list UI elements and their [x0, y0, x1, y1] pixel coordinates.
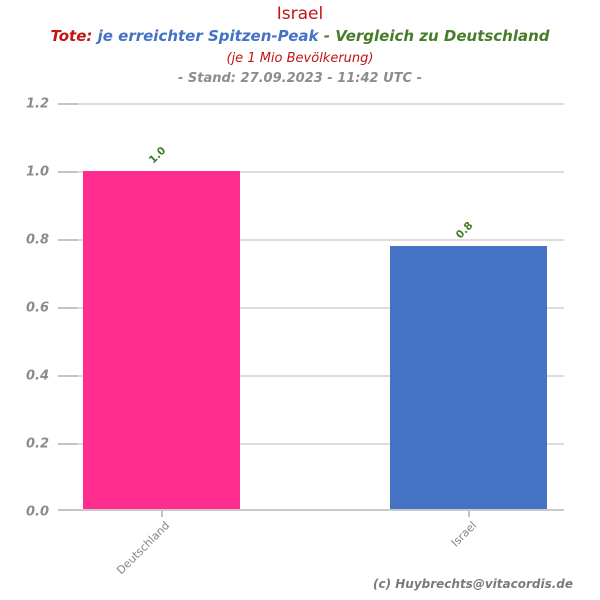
- plot-area: 0.0 0.2 0.4 0.6 0.8 1.0 1.2 1.0 Deutschland 0.8 Is…: [26, 97, 564, 577]
- y-axis-label-0.8: 0.8: [25, 232, 49, 248]
- y-tick-0.0: [58, 509, 78, 511]
- subtitle-segment-1: je erreichter Spitzen-Peak: [97, 27, 319, 45]
- bar-deutschland: [83, 171, 240, 509]
- y-axis-label-0.0: 0.0: [25, 504, 49, 520]
- y-axis-label-1.0: 1.0: [25, 164, 49, 180]
- subtitle-segment-2: -: [318, 27, 336, 45]
- x-axis-label-deutschland: Deutschland: [114, 519, 173, 578]
- chart-subtitle: Tote: je erreichter Spitzen-Peak - Vergl…: [0, 26, 600, 47]
- y-tick-1.2: [58, 103, 78, 105]
- subtitle-segment-3: Vergleich zu Deutschland: [335, 27, 550, 45]
- x-axis-label-israel: Israel: [449, 519, 480, 550]
- chart-title: Israel: [276, 4, 324, 24]
- gridline-0.0: [58, 509, 564, 511]
- gridline-0.4: [58, 375, 564, 377]
- y-tick-0.8: [58, 239, 78, 241]
- y-axis-label-0.4: 0.4: [25, 368, 49, 384]
- y-axis-label-1.2: 1.2: [25, 96, 49, 112]
- y-tick-0.2: [58, 443, 78, 445]
- y-axis-label-0.2: 0.2: [25, 436, 49, 452]
- chart-subtitle-population: (je 1 Mio Bevölkerung): [226, 51, 374, 66]
- y-tick-0.6: [58, 307, 78, 309]
- bar-israel: [390, 245, 547, 509]
- y-tick-0.4: [58, 375, 78, 377]
- y-axis-label-0.6: 0.6: [25, 300, 49, 316]
- gridline-1.2: [58, 103, 564, 105]
- gridline-0.8: [58, 239, 564, 241]
- chart-stand-timestamp: - Stand: 27.09.2023 - 11:42 UTC -: [177, 71, 423, 86]
- subtitle-segment-0: Tote:: [50, 27, 98, 45]
- x-tick-deutschland: [160, 511, 163, 517]
- y-tick-1.0: [58, 171, 78, 173]
- gridline-1.0: [58, 171, 564, 173]
- gridline-0.6: [58, 307, 564, 309]
- x-tick-israel: [467, 511, 470, 517]
- gridline-0.2: [58, 443, 564, 445]
- bar-value-label-deutschland: 1.0: [146, 144, 168, 167]
- credit-text: (c) Huybrechts@vitacordis.de: [372, 577, 573, 591]
